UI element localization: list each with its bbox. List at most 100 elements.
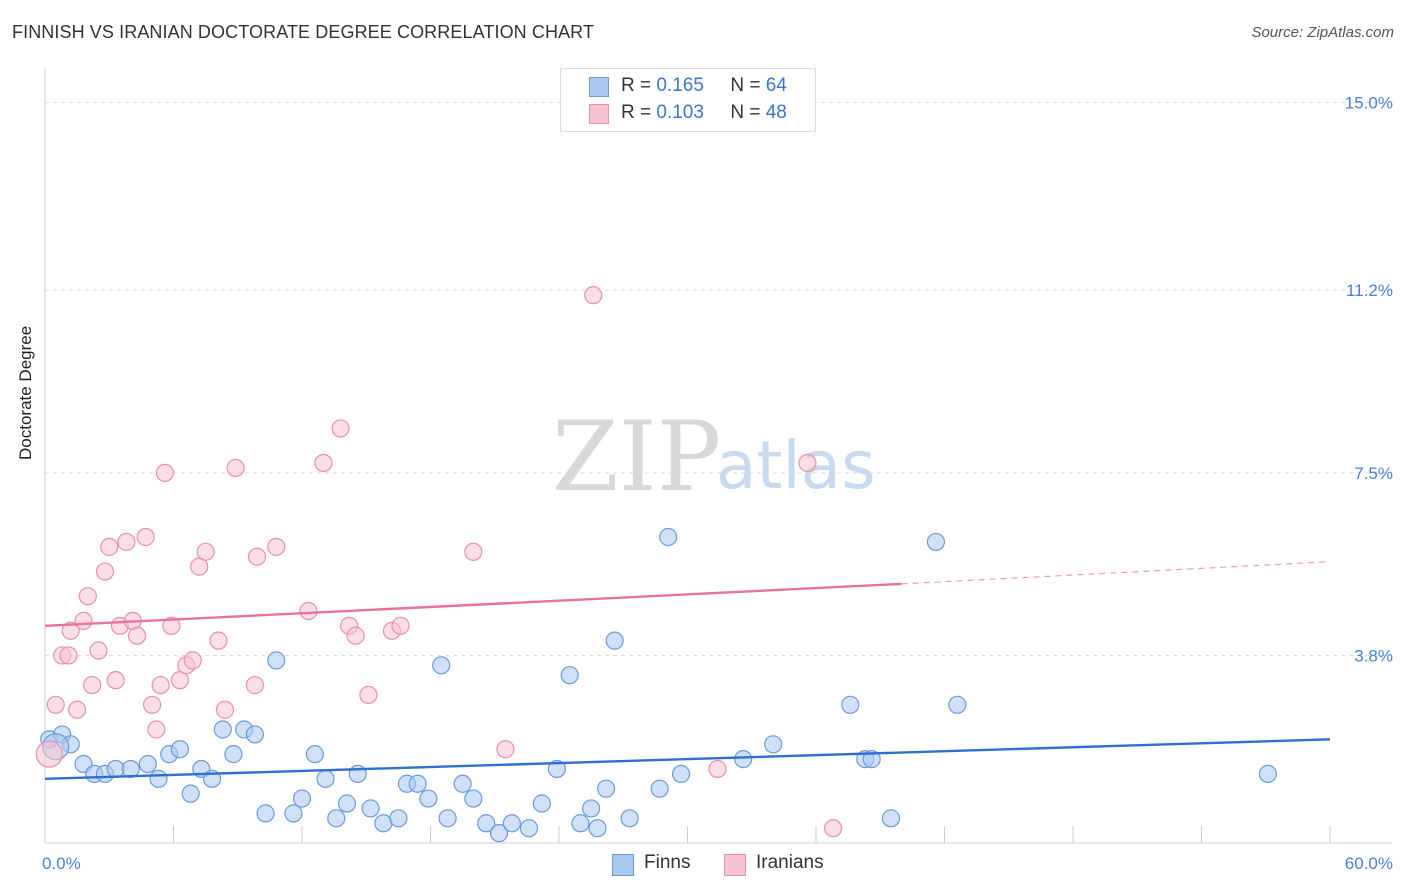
point-finns-12 [181, 784, 200, 803]
point-finns-15 [213, 720, 232, 739]
point-finns-54 [734, 749, 753, 769]
trend-layer [44, 561, 1331, 781]
watermark-atlas: atlas [716, 427, 876, 504]
chart-title: FINNISH VS IRANIAN DOCTORATE DEGREE CORR… [12, 22, 595, 42]
point-iranians-27 [196, 542, 215, 561]
point-finns-33 [419, 789, 438, 808]
point-finns-34 [432, 656, 451, 675]
point-finns-11 [170, 740, 190, 759]
point-iranians-41 [391, 616, 410, 635]
point-iranians-4 [61, 621, 80, 640]
point-finns-49 [605, 631, 624, 650]
point-iranians-5 [68, 700, 87, 719]
point-iranians-11 [100, 537, 119, 556]
point-finns-44 [560, 666, 579, 685]
point-finns-45 [571, 814, 590, 833]
point-finns-37 [464, 789, 483, 808]
point-finns-59 [881, 809, 901, 828]
point-iranians-18 [142, 695, 162, 714]
bottom-legend-label-iranians: Iranians [756, 852, 824, 873]
point-finns-43 [547, 759, 566, 779]
point-finns-60 [926, 532, 946, 552]
point-finns-62 [1258, 764, 1277, 784]
point-finns-30 [389, 809, 408, 828]
point-iranians-35 [314, 453, 333, 473]
point-finns-61 [948, 695, 967, 714]
point-finns-42 [532, 794, 551, 813]
point-finns-38 [477, 814, 496, 833]
point-iranians-16 [127, 626, 147, 645]
point-finns-8 [138, 754, 157, 774]
point-iranians-32 [247, 547, 267, 566]
point-finns-28 [361, 799, 380, 818]
point-finns-51 [650, 779, 669, 798]
point-finns-50 [620, 809, 639, 828]
point-iranians-20 [151, 675, 170, 695]
grid-layer [45, 102, 1392, 656]
y-tick-label-0: 3.8% [1354, 646, 1393, 665]
legend-r-label: R = [621, 75, 652, 96]
legend-swatch-finns [589, 77, 609, 97]
point-iranians-22 [162, 616, 181, 635]
legend-text-finns: R = 0.165 N = 64 [621, 75, 787, 97]
point-finns-39 [489, 824, 509, 843]
point-iranians-44 [584, 286, 603, 305]
point-finns-40 [502, 814, 521, 833]
point-iranians-42 [464, 542, 483, 561]
point-iranians-6 [74, 611, 93, 631]
ticks-layer: 3.8% 7.5% 11.2% 15.0% 0.0% 60.0% [42, 94, 1393, 873]
point-iranians-31 [245, 675, 264, 695]
point-iranians-38 [346, 626, 365, 645]
point-iranians-10 [95, 562, 115, 581]
point-iranians-34 [299, 601, 318, 621]
bottom-legend: Finns Iranians [0, 852, 1406, 878]
legend-r-value-iranians: 0.103 [656, 102, 704, 123]
point-finns-23 [305, 745, 324, 764]
point-finns-48 [597, 779, 616, 798]
point-finns-52 [659, 527, 678, 547]
trend-line-iranians [44, 582, 902, 628]
legend-swatch-iranians [589, 104, 609, 124]
point-finns-55 [764, 735, 783, 754]
point-iranians-39 [359, 685, 378, 705]
y-tick-label-3: 15.0% [1345, 94, 1393, 113]
point-iranians-47 [824, 819, 843, 838]
bottom-legend-label-finns: Finns [644, 852, 691, 873]
point-iranians-7 [78, 587, 97, 606]
point-finns-41 [519, 819, 539, 838]
point-finns-25 [327, 809, 346, 828]
point-iranians-9 [89, 641, 108, 660]
point-iranians-14 [117, 532, 136, 552]
point-iranians-1 [46, 695, 65, 714]
point-iranians-0 [35, 740, 63, 768]
point-finns-56 [841, 695, 860, 714]
point-finns-19 [256, 804, 275, 823]
point-finns-22 [292, 789, 312, 808]
y-tick-label-2: 11.2% [1346, 281, 1393, 300]
point-finns-35 [438, 809, 457, 828]
point-iranians-17 [136, 527, 155, 547]
point-finns-46 [582, 799, 601, 818]
y-axis-label: Doctorate Degree [16, 325, 35, 460]
point-iranians-36 [331, 419, 350, 438]
point-iranians-29 [215, 700, 234, 719]
point-iranians-25 [183, 651, 202, 670]
point-iranians-21 [155, 463, 175, 482]
legend-r-label: R = [621, 102, 652, 123]
trend-line-finns [44, 738, 1331, 781]
point-iranians-12 [106, 671, 125, 690]
legend-text-iranians: R = 0.103 N = 48 [621, 102, 787, 124]
point-finns-18 [245, 725, 264, 744]
point-iranians-19 [147, 720, 166, 739]
point-finns-36 [453, 774, 472, 793]
point-finns-21 [284, 804, 303, 823]
point-iranians-46 [798, 453, 817, 473]
point-finns-9 [149, 769, 168, 788]
point-iranians-33 [267, 537, 286, 556]
point-finns-32 [408, 774, 427, 793]
legend-n-value-finns: 64 [765, 75, 787, 96]
watermark-zip: ZIP [552, 401, 721, 513]
legend: R = 0.165 N = 64 R = 0.103 N = 48 [560, 68, 816, 132]
legend-n-label: N = [730, 102, 761, 123]
point-iranians-30 [226, 458, 245, 478]
